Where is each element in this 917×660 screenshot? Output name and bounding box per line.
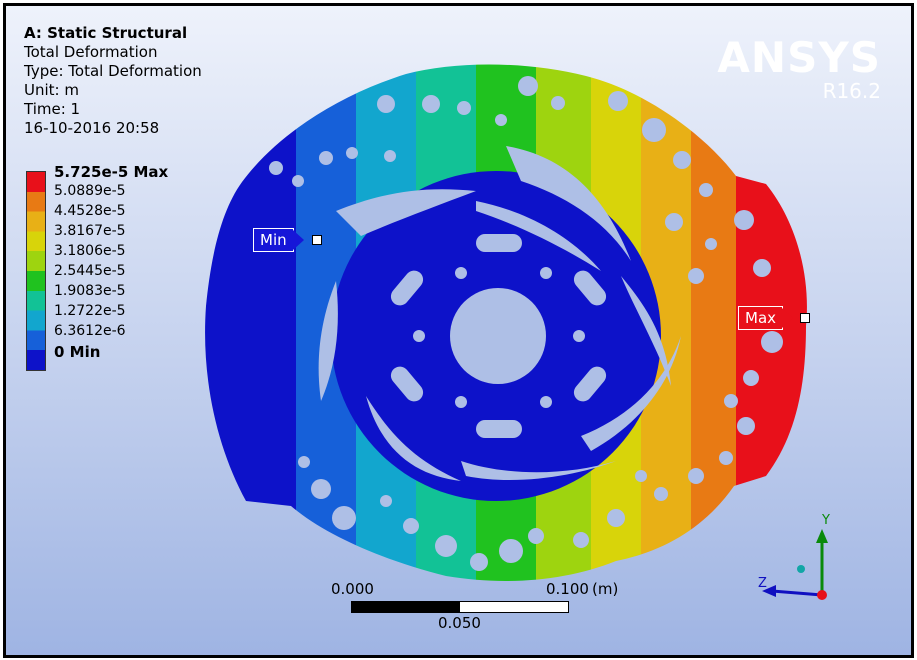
legend-entry-label: 2.5445e-5: [54, 263, 126, 279]
max-probe-label[interactable]: Max: [738, 306, 794, 330]
legend-entry: 2.5445e-5: [26, 263, 216, 283]
legend-entry: 5.725e-5 Max: [26, 163, 216, 183]
result-type: Type: Total Deformation: [24, 62, 202, 80]
legend-entry: 4.4528e-5: [26, 203, 216, 223]
legend-entry: 1.2722e-5: [26, 303, 216, 323]
max-probe-text: Max: [745, 309, 777, 327]
result-name: Total Deformation: [24, 43, 158, 61]
ansys-logo: ANSYS R16.2: [717, 33, 881, 103]
brake-disc-model[interactable]: [6, 6, 911, 655]
min-probe-label[interactable]: Min: [253, 228, 304, 252]
triad-y-label: Y: [822, 513, 830, 528]
result-info: A: Static Structural Total Deformation T…: [24, 24, 202, 138]
result-unit: Unit: m: [24, 81, 79, 99]
max-probe-marker: [800, 313, 810, 323]
scale-unit-label: (m): [592, 580, 619, 598]
legend-entry-label: 3.1806e-5: [54, 243, 126, 259]
legend-entry: 3.8167e-5: [26, 223, 216, 243]
legend-entry: 3.1806e-5: [26, 243, 216, 263]
coordinate-triad[interactable]: [746, 511, 846, 611]
legend-entry: 6.3612e-6: [26, 323, 216, 343]
min-probe-marker: [312, 235, 322, 245]
scale-bar-black-segment: [352, 602, 460, 612]
legend-entry-label: 1.2722e-5: [54, 303, 126, 319]
triad-z-label: Z: [758, 576, 767, 591]
legend-entry-label: 4.4528e-5: [54, 203, 126, 219]
legend-entry-label: 3.8167e-5: [54, 223, 126, 239]
max-probe-pointer: [782, 308, 794, 328]
legend-entry: 5.0889e-5: [26, 183, 216, 203]
legend-entry-label: 5.0889e-5: [54, 183, 126, 199]
legend-entry-label: 0 Min: [54, 343, 101, 361]
result-timestamp: 16-10-2016 20:58: [24, 119, 160, 137]
scale-bar: [351, 601, 569, 613]
min-probe-pointer: [292, 230, 304, 250]
legend-entry-label: 6.3612e-6: [54, 323, 126, 339]
viewport[interactable]: A: Static Structural Total Deformation T…: [3, 3, 914, 658]
legend-entry: 0 Min: [26, 343, 216, 363]
logo-version: R16.2: [822, 79, 881, 103]
legend-color-bar: [26, 171, 46, 371]
logo-brand: ANSYS: [717, 33, 881, 82]
analysis-title: A: Static Structural: [24, 24, 188, 42]
legend-entry-label: 1.9083e-5: [54, 283, 126, 299]
scale-left-label: 0.000: [331, 580, 374, 598]
result-time: Time: 1: [24, 100, 81, 118]
scale-right-label: 0.100: [546, 580, 589, 598]
legend-entry: 1.9083e-5: [26, 283, 216, 303]
legend-entry-label: 5.725e-5 Max: [54, 163, 169, 181]
scale-mid-label: 0.050: [438, 614, 481, 632]
min-probe-text: Min: [260, 231, 287, 249]
